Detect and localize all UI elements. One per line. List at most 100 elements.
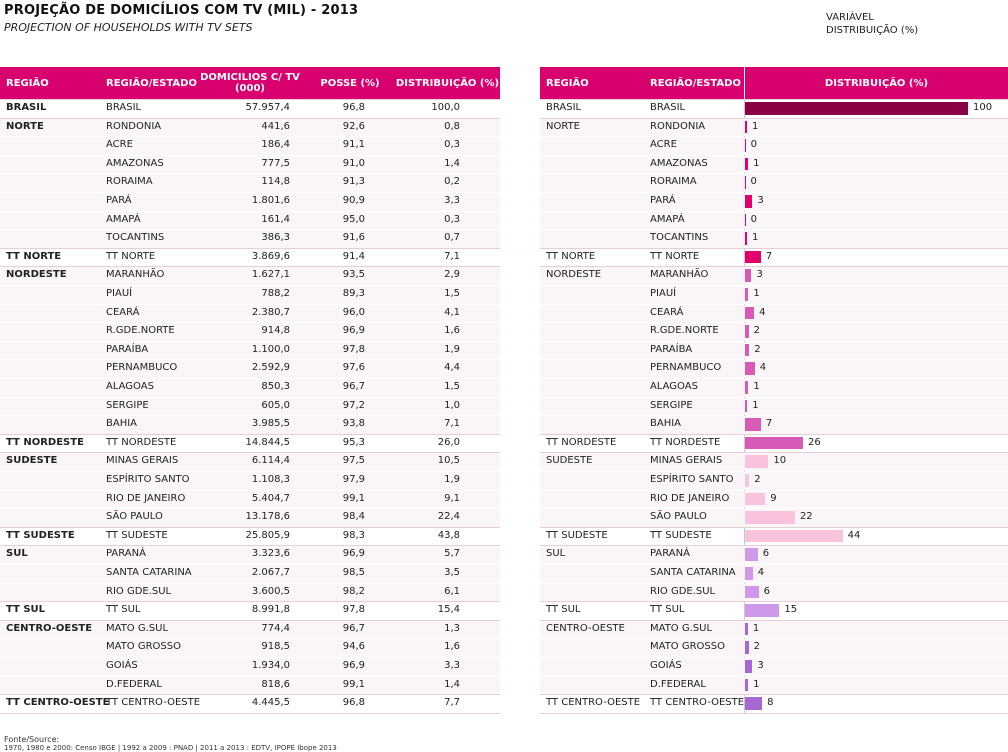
- cell-state: ACRE: [106, 139, 133, 151]
- chart-row-state: CEARÁ: [650, 306, 684, 318]
- cell-ownership: 91,6: [342, 232, 365, 244]
- row-background: [0, 658, 500, 676]
- cell-distribution: 0,7: [444, 232, 460, 244]
- table-row: SÃO PAULO 13.178,6 98,4 22,4 SÃO PAULO 22: [0, 508, 1008, 527]
- cell-households: 5.404,7: [251, 492, 290, 504]
- cell-ownership: 97,5: [342, 455, 365, 467]
- row-background: [540, 323, 1008, 341]
- chart-bar: [745, 474, 750, 487]
- cell-households: 918,5: [261, 641, 290, 653]
- cell-distribution: 1,6: [444, 325, 460, 337]
- row-background: [0, 620, 500, 639]
- chart-bar: [745, 529, 843, 543]
- chart-bar: [745, 697, 763, 710]
- cell-households: 1.801,6: [251, 195, 290, 206]
- chart-bar: [745, 157, 749, 171]
- table-row: CEARÁ 2.380,7 96,0 4,1 CEARÁ 4: [0, 304, 1008, 323]
- cell-households: 3.985,5: [251, 418, 290, 430]
- row-background: [540, 267, 1008, 285]
- cell-ownership: 96,9: [342, 325, 365, 337]
- chart-row-region: CENTRO-OESTE: [546, 622, 625, 634]
- cell-distribution: 9,1: [444, 492, 460, 504]
- cell-distribution: 0,3: [444, 139, 460, 151]
- bar-value-label: 2: [754, 474, 761, 485]
- group-separator: [540, 452, 1008, 454]
- bar-value-label: 10: [773, 455, 787, 467]
- cell-distribution: 1,0: [444, 399, 460, 411]
- chart-row-state: PARAÍBA: [650, 343, 693, 355]
- cell-distribution: 1,5: [444, 381, 460, 392]
- table-row: SUDESTE MINAS GERAIS 6.114,4 97,5 10,5 SUDEST…: [0, 452, 1008, 471]
- cell-households: 3.869,6: [251, 250, 290, 262]
- bar-value-label: 0: [750, 139, 758, 151]
- chart-bar: [745, 102, 968, 115]
- chart-bar: [745, 418, 761, 431]
- row-background: [540, 230, 1008, 248]
- cell-ownership: 90,9: [342, 195, 365, 206]
- table-bottom-line: [0, 712, 500, 714]
- chart-bar: [745, 678, 749, 692]
- chart-bar: [745, 213, 746, 227]
- cell-ownership: 91,0: [342, 157, 365, 169]
- chart-row-region: TT SUL: [546, 604, 581, 616]
- cell-region: CENTRO-OESTE: [6, 622, 93, 634]
- chart-row-state: RORAIMA: [650, 176, 697, 188]
- cell-households: 818,6: [261, 678, 290, 690]
- group-separator: [0, 694, 500, 696]
- chart-row-state: MINAS GERAIS: [650, 455, 723, 467]
- cell-state: SANTA CATARINA: [106, 567, 192, 578]
- table-header: REGIÃO REGIÃO/ESTADO DOMICILIOS C/ TV (0…: [0, 67, 500, 99]
- chart-row-state: RIO DE JANEIRO: [650, 492, 730, 504]
- chart-row-state: TT SUL: [650, 604, 685, 616]
- chart-bar: [745, 436, 803, 450]
- row-background: [0, 230, 500, 248]
- cell-state: PIAUÍ: [106, 288, 133, 299]
- bar-value-label: 1: [753, 678, 760, 690]
- page-title: PROJEÇÃO DE DOMICÍLIOS COM TV (MIL) - 20…: [4, 3, 359, 18]
- bar-value-label: 1: [753, 381, 760, 392]
- bar-value-label: 6: [763, 585, 770, 597]
- bar-value-label: 15: [784, 604, 798, 616]
- cell-distribution: 3,3: [444, 660, 460, 671]
- header-posse: POSSE (%): [320, 77, 380, 89]
- cell-region: TT CENTRO-OESTE: [6, 697, 110, 709]
- header-domicilios: DOMICILIOS C/ TV (000): [200, 72, 300, 94]
- bar-value-label: 1: [752, 120, 759, 132]
- chart-bar: [745, 492, 766, 506]
- row-background: [540, 676, 1008, 695]
- group-separator: [0, 433, 500, 435]
- table-row: GOIÁS 1.934,0 96,9 3,3 GOIÁS 3: [0, 657, 1008, 676]
- cell-households: 3.600,5: [251, 585, 290, 597]
- group-separator: [0, 452, 500, 454]
- cell-ownership: 98,2: [342, 585, 365, 597]
- group-separator: [540, 117, 1008, 119]
- chart-bar: [745, 325, 749, 338]
- bar-value-label: 0: [750, 176, 757, 188]
- cell-households: 2.592,9: [251, 362, 290, 374]
- chart-row-region: SUL: [546, 548, 566, 560]
- chart-bar: [745, 343, 750, 357]
- group-separator: [0, 619, 500, 621]
- row-background: [0, 267, 500, 285]
- row-background: [540, 620, 1008, 639]
- cell-households: 1.100,0: [251, 343, 290, 355]
- header-regiao-estado: REGIÃO/ESTADO: [106, 77, 197, 89]
- cell-region: TT SUL: [6, 604, 46, 616]
- bar-value-label: 0: [750, 213, 758, 225]
- table-row: ACRE 186,4 91,1 0,3 ACRE 0: [0, 136, 1008, 155]
- row-background: [540, 472, 1008, 490]
- cell-ownership: 99,1: [342, 492, 365, 504]
- cell-ownership: 98,3: [342, 529, 365, 541]
- cell-state: TT SUL: [106, 604, 141, 616]
- row-background: [0, 397, 500, 416]
- chart-row-state: MATO G.SUL: [650, 622, 713, 634]
- table-row: PARÁ 1.801,6 90,9 3,3 PARÁ 3: [0, 192, 1008, 211]
- cell-distribution: 0,8: [444, 120, 460, 132]
- bar-value-label: 44: [847, 529, 861, 541]
- chart-row-region: TT CENTRO-OESTE: [546, 697, 641, 709]
- cell-ownership: 96,9: [342, 660, 365, 671]
- cell-ownership: 95,0: [342, 213, 365, 225]
- cell-households: 13.178,6: [245, 511, 290, 523]
- chart-row-region: BRASIL: [546, 102, 582, 113]
- chart-header-distribuicao: DISTRIBUIÇÃO (%): [824, 77, 929, 89]
